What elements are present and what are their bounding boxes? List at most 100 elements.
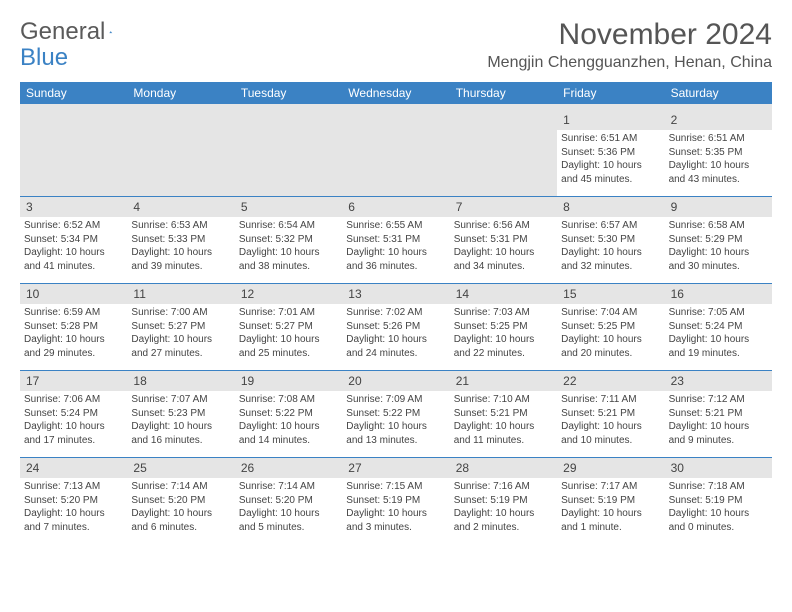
sunset-text: Sunset: 5:31 PM xyxy=(346,233,445,247)
day-cell xyxy=(127,110,234,196)
day-body: Sunrise: 7:14 AMSunset: 5:20 PMDaylight:… xyxy=(235,478,342,538)
day-cell: 25Sunrise: 7:14 AMSunset: 5:20 PMDayligh… xyxy=(127,458,234,544)
day-body: Sunrise: 7:09 AMSunset: 5:22 PMDaylight:… xyxy=(342,391,449,451)
sunset-text: Sunset: 5:21 PM xyxy=(561,407,660,421)
day-cell: 30Sunrise: 7:18 AMSunset: 5:19 PMDayligh… xyxy=(665,458,772,544)
weekday-label: Wednesday xyxy=(342,82,449,104)
daylight-text: and 27 minutes. xyxy=(131,347,230,361)
day-number: 29 xyxy=(557,458,664,478)
day-cell: 22Sunrise: 7:11 AMSunset: 5:21 PMDayligh… xyxy=(557,371,664,457)
day-cell: 28Sunrise: 7:16 AMSunset: 5:19 PMDayligh… xyxy=(450,458,557,544)
daylight-text: Daylight: 10 hours xyxy=(239,420,338,434)
sunset-text: Sunset: 5:19 PM xyxy=(454,494,553,508)
weekday-label: Thursday xyxy=(450,82,557,104)
daylight-text: and 6 minutes. xyxy=(131,521,230,535)
daylight-text: Daylight: 10 hours xyxy=(24,507,123,521)
day-cell: 17Sunrise: 7:06 AMSunset: 5:24 PMDayligh… xyxy=(20,371,127,457)
header: General November 2024 Mengjin Chengguanz… xyxy=(20,18,772,72)
day-cell xyxy=(235,110,342,196)
sunset-text: Sunset: 5:24 PM xyxy=(24,407,123,421)
location-label: Mengjin Chengguanzhen, Henan, China xyxy=(487,54,772,72)
day-cell xyxy=(450,110,557,196)
day-cell xyxy=(20,110,127,196)
weekday-label: Monday xyxy=(127,82,234,104)
day-cell: 23Sunrise: 7:12 AMSunset: 5:21 PMDayligh… xyxy=(665,371,772,457)
sunset-text: Sunset: 5:19 PM xyxy=(561,494,660,508)
sunset-text: Sunset: 5:19 PM xyxy=(669,494,768,508)
brand-word-2: Blue xyxy=(20,44,68,72)
sunset-text: Sunset: 5:25 PM xyxy=(454,320,553,334)
day-number: 12 xyxy=(235,284,342,304)
daylight-text: Daylight: 10 hours xyxy=(669,420,768,434)
day-number: 7 xyxy=(450,197,557,217)
sunrise-text: Sunrise: 6:58 AM xyxy=(669,219,768,233)
sunrise-text: Sunrise: 7:14 AM xyxy=(239,480,338,494)
daylight-text: Daylight: 10 hours xyxy=(24,333,123,347)
day-number: 24 xyxy=(20,458,127,478)
sunrise-text: Sunrise: 6:54 AM xyxy=(239,219,338,233)
daylight-text: and 17 minutes. xyxy=(24,434,123,448)
day-body: Sunrise: 6:55 AMSunset: 5:31 PMDaylight:… xyxy=(342,217,449,277)
daylight-text: Daylight: 10 hours xyxy=(454,333,553,347)
daylight-text: and 16 minutes. xyxy=(131,434,230,448)
day-number: 16 xyxy=(665,284,772,304)
day-cell: 11Sunrise: 7:00 AMSunset: 5:27 PMDayligh… xyxy=(127,284,234,370)
day-cell: 21Sunrise: 7:10 AMSunset: 5:21 PMDayligh… xyxy=(450,371,557,457)
sunset-text: Sunset: 5:29 PM xyxy=(669,233,768,247)
day-body: Sunrise: 7:06 AMSunset: 5:24 PMDaylight:… xyxy=(20,391,127,451)
sunrise-text: Sunrise: 7:12 AM xyxy=(669,393,768,407)
sunset-text: Sunset: 5:27 PM xyxy=(239,320,338,334)
daylight-text: Daylight: 10 hours xyxy=(669,159,768,173)
sunrise-text: Sunrise: 6:52 AM xyxy=(24,219,123,233)
sunrise-text: Sunrise: 6:57 AM xyxy=(561,219,660,233)
day-number: 9 xyxy=(665,197,772,217)
daylight-text: Daylight: 10 hours xyxy=(24,420,123,434)
day-body: Sunrise: 6:56 AMSunset: 5:31 PMDaylight:… xyxy=(450,217,557,277)
day-cell xyxy=(342,110,449,196)
day-number: 19 xyxy=(235,371,342,391)
sunrise-text: Sunrise: 7:13 AM xyxy=(24,480,123,494)
day-number: 10 xyxy=(20,284,127,304)
day-body: Sunrise: 7:05 AMSunset: 5:24 PMDaylight:… xyxy=(665,304,772,364)
daylight-text: and 22 minutes. xyxy=(454,347,553,361)
sunset-text: Sunset: 5:22 PM xyxy=(239,407,338,421)
weekday-label: Saturday xyxy=(665,82,772,104)
day-body: Sunrise: 7:14 AMSunset: 5:20 PMDaylight:… xyxy=(127,478,234,538)
month-title: November 2024 xyxy=(487,18,772,52)
sunset-text: Sunset: 5:27 PM xyxy=(131,320,230,334)
sunset-text: Sunset: 5:24 PM xyxy=(669,320,768,334)
day-number: 2 xyxy=(665,110,772,130)
sunrise-text: Sunrise: 7:09 AM xyxy=(346,393,445,407)
daylight-text: Daylight: 10 hours xyxy=(131,420,230,434)
sunrise-text: Sunrise: 7:06 AM xyxy=(24,393,123,407)
sunrise-text: Sunrise: 7:04 AM xyxy=(561,306,660,320)
day-number: 22 xyxy=(557,371,664,391)
weekday-label: Sunday xyxy=(20,82,127,104)
daylight-text: and 20 minutes. xyxy=(561,347,660,361)
day-cell: 5Sunrise: 6:54 AMSunset: 5:32 PMDaylight… xyxy=(235,197,342,283)
day-number: 27 xyxy=(342,458,449,478)
sunset-text: Sunset: 5:31 PM xyxy=(454,233,553,247)
daylight-text: and 14 minutes. xyxy=(239,434,338,448)
day-cell: 3Sunrise: 6:52 AMSunset: 5:34 PMDaylight… xyxy=(20,197,127,283)
daylight-text: and 1 minute. xyxy=(561,521,660,535)
calendar: Sunday Monday Tuesday Wednesday Thursday… xyxy=(20,82,772,544)
weeks-container: 1Sunrise: 6:51 AMSunset: 5:36 PMDaylight… xyxy=(20,110,772,544)
sunset-text: Sunset: 5:20 PM xyxy=(24,494,123,508)
sunrise-text: Sunrise: 7:08 AM xyxy=(239,393,338,407)
day-body: Sunrise: 7:10 AMSunset: 5:21 PMDaylight:… xyxy=(450,391,557,451)
day-body: Sunrise: 7:07 AMSunset: 5:23 PMDaylight:… xyxy=(127,391,234,451)
day-body: Sunrise: 7:04 AMSunset: 5:25 PMDaylight:… xyxy=(557,304,664,364)
sunset-text: Sunset: 5:20 PM xyxy=(131,494,230,508)
day-cell: 14Sunrise: 7:03 AMSunset: 5:25 PMDayligh… xyxy=(450,284,557,370)
sunrise-text: Sunrise: 7:01 AM xyxy=(239,306,338,320)
daylight-text: and 19 minutes. xyxy=(669,347,768,361)
week-row: 24Sunrise: 7:13 AMSunset: 5:20 PMDayligh… xyxy=(20,457,772,544)
daylight-text: Daylight: 10 hours xyxy=(131,246,230,260)
week-row: 1Sunrise: 6:51 AMSunset: 5:36 PMDaylight… xyxy=(20,110,772,196)
day-cell: 16Sunrise: 7:05 AMSunset: 5:24 PMDayligh… xyxy=(665,284,772,370)
weekday-label: Tuesday xyxy=(235,82,342,104)
day-body: Sunrise: 7:00 AMSunset: 5:27 PMDaylight:… xyxy=(127,304,234,364)
sunset-text: Sunset: 5:33 PM xyxy=(131,233,230,247)
day-body: Sunrise: 7:12 AMSunset: 5:21 PMDaylight:… xyxy=(665,391,772,451)
